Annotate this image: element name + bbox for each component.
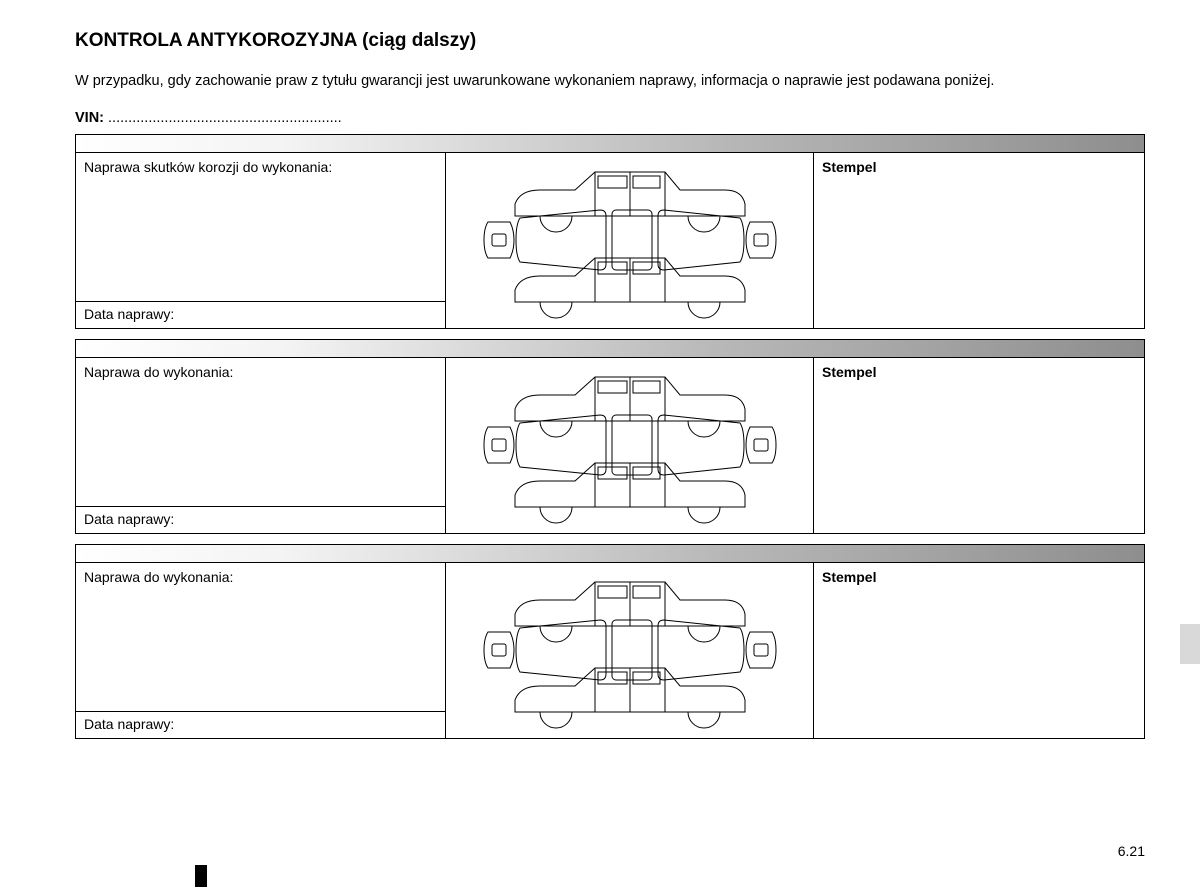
car-body-diagram-icon [470, 365, 790, 525]
page-number: 6.21 [1118, 843, 1145, 859]
title-main: KONTROLA ANTYKOROZYJNA [75, 30, 357, 51]
inspection-block: Naprawa do wykonania: Data naprawy: Stem… [75, 339, 1145, 534]
inspection-block: Naprawa skutków korozji do wykonania: Da… [75, 134, 1145, 329]
car-body-diagram-icon [470, 160, 790, 320]
left-column: Naprawa skutków korozji do wykonania: Da… [76, 153, 446, 328]
gradient-bar [76, 135, 1144, 153]
left-column: Naprawa do wykonania: Data naprawy: [76, 358, 446, 533]
gradient-bar [76, 545, 1144, 563]
date-label: Data naprawy: [76, 506, 445, 533]
date-label: Data naprawy: [76, 711, 445, 738]
vin-label: VIN: [75, 110, 104, 126]
title-continued: (ciąg dalszy) [362, 30, 476, 51]
repair-label: Naprawa do wykonania: [76, 358, 445, 506]
repair-label: Naprawa skutków korozji do wykonania: [76, 153, 445, 301]
page-title: KONTROLA ANTYKOROZYJNA (ciąg dalszy) [75, 30, 1145, 52]
diagram-cell [446, 563, 814, 738]
stamp-label: Stempel [814, 563, 1144, 738]
intro-paragraph: W przypadku, gdy zachowanie praw z tytuł… [75, 72, 1145, 92]
side-tab [1180, 624, 1200, 664]
car-body-diagram-icon [470, 570, 790, 730]
inspection-block: Naprawa do wykonania: Data naprawy: Stem… [75, 544, 1145, 739]
date-label: Data naprawy: [76, 301, 445, 328]
diagram-cell [446, 358, 814, 533]
left-column: Naprawa do wykonania: Data naprawy: [76, 563, 446, 738]
repair-label: Naprawa do wykonania: [76, 563, 445, 711]
diagram-cell [446, 153, 814, 328]
vin-dots: ........................................… [104, 110, 342, 126]
footer-mark-icon [195, 865, 207, 887]
stamp-label: Stempel [814, 153, 1144, 328]
vin-row: VIN: ...................................… [75, 110, 1145, 126]
gradient-bar [76, 340, 1144, 358]
stamp-label: Stempel [814, 358, 1144, 533]
